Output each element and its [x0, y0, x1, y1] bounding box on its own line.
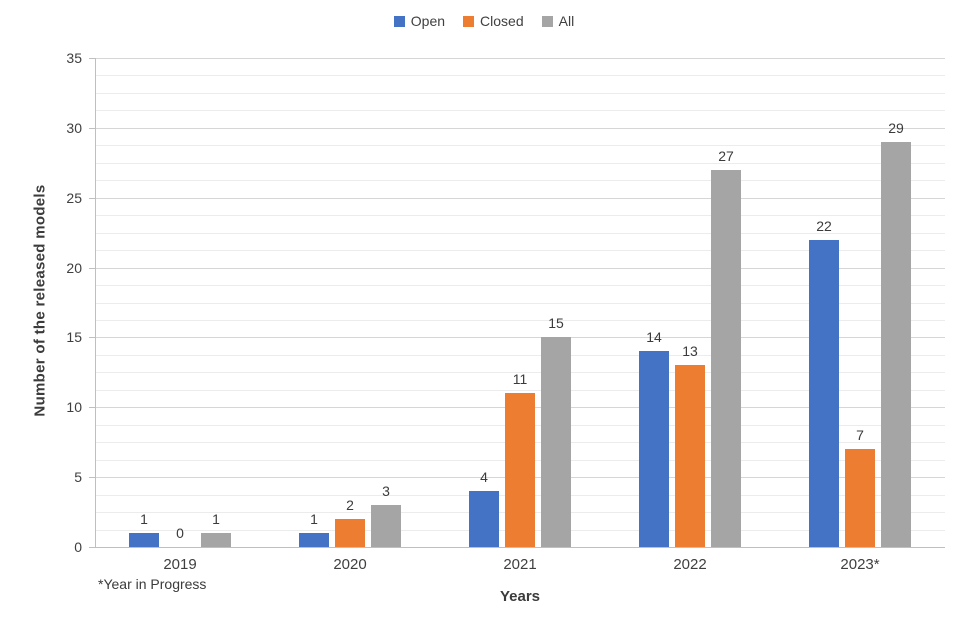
- bar-value-label: 1: [212, 511, 220, 527]
- bar: [129, 533, 159, 547]
- bar: [201, 533, 231, 547]
- y-tick-mark: [89, 337, 95, 338]
- bar: [711, 170, 741, 547]
- gridline: [95, 93, 945, 94]
- legend-label: All: [558, 13, 575, 29]
- bar-value-label: 3: [382, 483, 390, 499]
- gridline: [95, 303, 945, 304]
- legend-item: Closed: [463, 13, 524, 29]
- legend-swatch: [463, 15, 475, 27]
- bar: [371, 505, 401, 547]
- bar: [675, 365, 705, 547]
- bar-value-label: 22: [816, 218, 832, 234]
- y-tick-label: 15: [66, 329, 82, 345]
- bar: [639, 351, 669, 547]
- x-category-label: 2021: [503, 556, 537, 573]
- bar-value-label: 2: [346, 497, 354, 513]
- y-tick-mark: [89, 407, 95, 408]
- y-tick-mark: [89, 198, 95, 199]
- bar: [505, 393, 535, 547]
- bar: [845, 449, 875, 547]
- bar: [335, 519, 365, 547]
- bar: [809, 240, 839, 547]
- bar-value-label: 7: [856, 427, 864, 443]
- y-tick-label: 20: [66, 260, 82, 276]
- gridline: [95, 75, 945, 76]
- x-axis-title: Years: [499, 588, 541, 605]
- gridline: [95, 268, 945, 269]
- bar-value-label: 11: [512, 371, 528, 387]
- footnote: *Year in Progress: [98, 576, 207, 592]
- x-category-label: 2020: [333, 556, 367, 573]
- bar-value-label: 14: [646, 329, 662, 345]
- y-tick-label: 5: [74, 469, 82, 485]
- bar: [299, 533, 329, 547]
- y-tick-label: 0: [74, 539, 82, 555]
- y-tick-mark: [89, 477, 95, 478]
- legend-swatch: [541, 15, 553, 27]
- bar: [881, 142, 911, 547]
- gridline: [95, 180, 945, 181]
- legend-label: Closed: [480, 13, 524, 29]
- y-axis-line: [95, 58, 96, 547]
- x-category-label: 2023*: [840, 556, 880, 573]
- y-tick-label: 10: [66, 399, 82, 415]
- bar-value-label: 1: [140, 511, 148, 527]
- gridline: [95, 337, 945, 338]
- gridline: [95, 250, 945, 251]
- gridline: [95, 145, 945, 146]
- gridline: [95, 110, 945, 111]
- bar: [541, 337, 571, 547]
- gridline: [95, 285, 945, 286]
- chart-legend: Open Closed All: [0, 13, 968, 29]
- y-tick-mark: [89, 128, 95, 129]
- gridline: [95, 372, 945, 373]
- y-tick-mark: [89, 58, 95, 59]
- bar-value-label: 4: [480, 469, 488, 485]
- gridline: [95, 233, 945, 234]
- y-tick-label: 25: [66, 190, 82, 206]
- x-axis-line: [95, 547, 945, 548]
- bar-value-label: 13: [682, 343, 698, 359]
- y-tick-mark: [89, 547, 95, 548]
- gridline: [95, 390, 945, 391]
- y-tick-mark: [89, 268, 95, 269]
- bar-value-label: 29: [888, 120, 904, 136]
- gridline: [95, 215, 945, 216]
- legend-label: Open: [410, 13, 446, 29]
- bar-value-label: 15: [548, 315, 564, 331]
- x-category-label: 2022: [673, 556, 707, 573]
- gridline: [95, 320, 945, 321]
- x-category-label: 2019: [163, 556, 197, 573]
- bar-value-label: 0: [176, 525, 184, 541]
- gridline: [95, 128, 945, 129]
- legend-item: All: [541, 13, 575, 29]
- gridline: [95, 355, 945, 356]
- y-axis-title: Number of the released models: [31, 184, 49, 417]
- bar-value-label: 1: [310, 511, 318, 527]
- legend-item: Open: [393, 13, 446, 29]
- gridline: [95, 198, 945, 199]
- gridline: [95, 163, 945, 164]
- y-tick-label: 35: [66, 50, 82, 66]
- gridline: [95, 58, 945, 59]
- legend-swatch: [393, 15, 405, 27]
- bar-value-label: 27: [718, 148, 734, 164]
- bar: [469, 491, 499, 547]
- y-tick-label: 30: [66, 120, 82, 136]
